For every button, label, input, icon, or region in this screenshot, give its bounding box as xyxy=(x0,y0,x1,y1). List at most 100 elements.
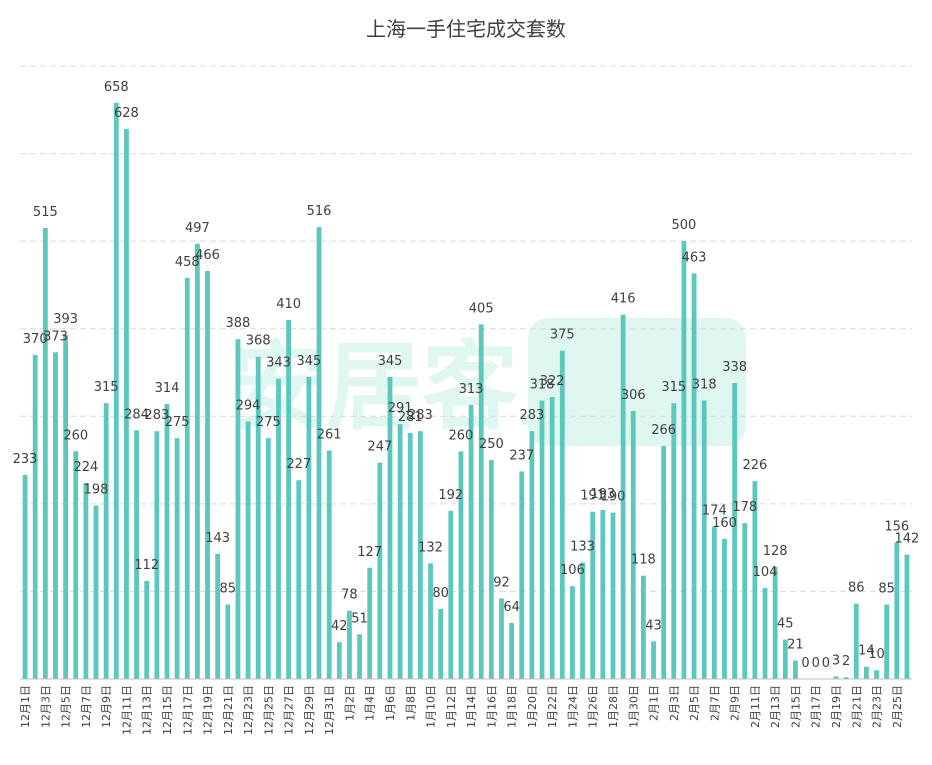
x-tick-label: 1月2日 xyxy=(343,685,356,721)
data-label: 227 xyxy=(286,457,311,472)
data-label: 306 xyxy=(621,388,646,403)
data-label: 318 xyxy=(692,378,717,393)
data-label: 106 xyxy=(560,563,585,578)
bar xyxy=(570,586,575,679)
data-label: 343 xyxy=(266,356,291,371)
bar xyxy=(539,400,545,679)
bar xyxy=(245,421,251,679)
data-label: 64 xyxy=(503,600,520,615)
bar xyxy=(711,526,717,679)
bar xyxy=(640,575,646,679)
bar xyxy=(884,604,890,679)
data-label: 497 xyxy=(185,221,210,236)
data-label: 291 xyxy=(388,401,413,416)
bar xyxy=(42,228,48,679)
bar xyxy=(53,352,58,679)
data-label: 190 xyxy=(601,490,626,505)
x-tick-label: 12月29日 xyxy=(303,685,316,735)
data-label: 191 xyxy=(580,489,605,504)
bar xyxy=(417,431,423,679)
bar xyxy=(478,324,484,679)
bar xyxy=(93,505,99,679)
data-label: 322 xyxy=(540,374,565,389)
bar xyxy=(519,471,525,679)
data-label: 405 xyxy=(469,301,494,316)
bar xyxy=(387,376,393,679)
data-label: 275 xyxy=(165,415,190,430)
bar xyxy=(610,512,616,679)
data-label: 224 xyxy=(73,460,98,475)
data-label: 85 xyxy=(220,582,237,597)
x-tick-label: 12月11日 xyxy=(120,685,133,735)
bar xyxy=(488,460,494,679)
bar xyxy=(549,397,555,679)
data-label: 160 xyxy=(712,516,737,531)
x-tick-label: 1月12日 xyxy=(445,685,458,728)
data-label: 0 xyxy=(801,656,809,671)
data-label: 198 xyxy=(84,483,109,498)
bar xyxy=(347,610,352,679)
bar xyxy=(63,334,69,679)
bar xyxy=(894,542,900,679)
data-label: 45 xyxy=(777,617,794,632)
bar xyxy=(630,411,636,679)
x-tick-label: 2月17日 xyxy=(810,685,823,728)
bar xyxy=(306,376,312,679)
data-label: 156 xyxy=(884,519,909,534)
data-label: 368 xyxy=(246,334,271,349)
x-tick-label: 1月18日 xyxy=(506,685,519,728)
data-label: 112 xyxy=(134,558,159,573)
bar xyxy=(326,450,332,679)
x-tick-label: 12月27日 xyxy=(283,685,296,735)
x-tick-label: 12月1日 xyxy=(19,685,32,728)
bar xyxy=(843,677,849,679)
bar xyxy=(732,383,738,679)
bar xyxy=(438,608,444,679)
bar xyxy=(113,102,119,679)
bar xyxy=(83,482,89,679)
data-label: 86 xyxy=(848,581,865,596)
bar xyxy=(316,227,322,680)
bar xyxy=(833,676,839,679)
bar xyxy=(22,474,28,679)
gridlines xyxy=(20,65,912,592)
x-tick-label: 12月25日 xyxy=(262,685,275,735)
bar xyxy=(904,554,910,679)
data-label: 281 xyxy=(398,410,423,425)
x-tick-label: 12月5日 xyxy=(60,685,73,728)
data-label: 275 xyxy=(256,415,281,430)
bar xyxy=(762,587,768,679)
bar xyxy=(742,523,748,679)
bar xyxy=(32,354,38,679)
data-label: 128 xyxy=(763,544,788,559)
data-label: 515 xyxy=(33,205,58,220)
x-tick-label: 2月5日 xyxy=(688,685,701,721)
bar xyxy=(590,511,596,679)
bar xyxy=(671,403,677,679)
x-tick-label: 1月22日 xyxy=(546,685,559,728)
data-label: 294 xyxy=(236,399,261,414)
bar xyxy=(468,404,474,679)
data-label: 500 xyxy=(672,218,697,233)
bar xyxy=(752,481,758,679)
x-tick-label: 1月20日 xyxy=(526,685,539,728)
x-tick-label: 1月28日 xyxy=(607,685,620,728)
data-label: 174 xyxy=(702,504,727,519)
x-tick-label: 2月25日 xyxy=(891,685,904,728)
data-label: 127 xyxy=(357,545,382,560)
data-label: 0 xyxy=(822,656,830,671)
data-label: 132 xyxy=(418,540,443,555)
bar xyxy=(559,350,565,679)
x-tick-label: 2月9日 xyxy=(729,685,742,721)
bar xyxy=(367,567,373,679)
data-label: 192 xyxy=(438,488,463,503)
data-label: 314 xyxy=(155,381,180,396)
bar xyxy=(336,642,342,679)
bar xyxy=(509,622,515,679)
bar xyxy=(144,580,150,679)
bar xyxy=(205,270,210,679)
x-tick-label: 2月19日 xyxy=(830,685,843,728)
x-tick-label: 1月10日 xyxy=(425,685,438,728)
bar xyxy=(600,509,606,679)
x-tick-label: 1月4日 xyxy=(364,685,377,721)
